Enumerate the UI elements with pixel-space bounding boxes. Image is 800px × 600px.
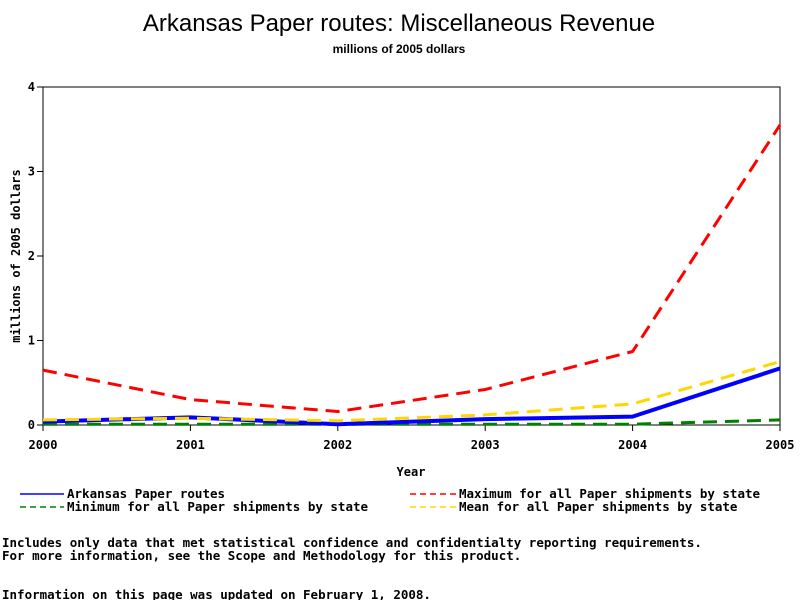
methodology-note: For more information, see the Scope and … xyxy=(2,548,522,563)
y-tick-label: 4 xyxy=(28,80,35,94)
legend-label-mean: Mean for all Paper shipments by state xyxy=(459,499,738,514)
series-line-maximum xyxy=(42,124,782,413)
y-tick-label: 0 xyxy=(28,418,35,432)
x-tick-label: 2005 xyxy=(766,438,795,452)
chart-subtitle: millions of 2005 dollars xyxy=(333,42,466,56)
series-line-mean xyxy=(42,360,781,423)
chart-title: Arkansas Paper routes: Miscellaneous Rev… xyxy=(143,10,655,37)
legend-label-maximum: Maximum for all Paper shipments by state xyxy=(459,486,760,501)
legend-label-arkansas: Arkansas Paper routes xyxy=(67,486,225,501)
y-axis-label: millions of 2005 dollars xyxy=(9,169,23,342)
series-line-minimum xyxy=(43,418,781,426)
y-axis-ticks: 0 1 2 3 4 xyxy=(28,80,43,432)
legend-label-minimum: Minimum for all Paper shipments by state xyxy=(67,499,368,514)
legend: Arkansas Paper routes Maximum for all Pa… xyxy=(20,486,760,514)
y-tick-label: 1 xyxy=(28,334,35,348)
y-tick-label: 3 xyxy=(28,165,35,179)
x-tick-label: 2001 xyxy=(176,438,205,452)
updated-note: Information on this page was updated on … xyxy=(2,587,431,600)
x-axis-ticks: 2000 2001 2002 2003 2004 2005 xyxy=(29,425,795,452)
series-line-arkansas xyxy=(42,366,781,427)
confidence-note: Includes only data that met statistical … xyxy=(2,535,702,550)
x-tick-label: 2004 xyxy=(618,438,647,452)
y-tick-label: 2 xyxy=(28,249,35,263)
x-axis-label: Year xyxy=(397,465,426,479)
plot-area xyxy=(42,86,781,426)
x-tick-label: 2003 xyxy=(471,438,500,452)
x-tick-label: 2000 xyxy=(29,438,58,452)
x-tick-label: 2002 xyxy=(323,438,352,452)
series-lines xyxy=(42,124,782,427)
